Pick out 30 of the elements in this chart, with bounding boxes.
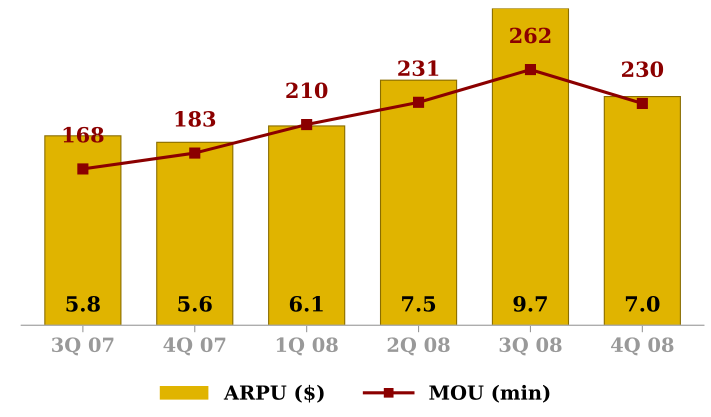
data-label: 5.6 [178, 296, 212, 312]
data-label: 9.7 [513, 296, 547, 312]
bar [604, 96, 681, 326]
data-label: 262 [510, 28, 550, 44]
x-tick-label: 4Q 07 [163, 337, 226, 356]
bar [492, 8, 570, 326]
bar [380, 80, 458, 326]
point [413, 96, 424, 108]
bar [156, 142, 234, 326]
point [301, 118, 312, 130]
bar [268, 125, 346, 326]
data-label: 183 [176, 111, 216, 127]
point [77, 163, 88, 174]
x-tick-label: 3Q 07 [52, 337, 114, 356]
x-tick-label: 4Q 08 [611, 337, 674, 356]
x-tick-label: 3Q 08 [500, 337, 562, 356]
legend-label: MOU (min) [429, 384, 550, 403]
x-tick-label: 2Q 08 [388, 337, 450, 356]
data-label: 210 [286, 82, 328, 98]
point [524, 64, 536, 76]
data-label: 7.0 [626, 296, 660, 312]
data-label: 5.8 [66, 296, 100, 312]
data-label: 231 [398, 60, 438, 76]
data-label: 7.5 [402, 296, 436, 312]
point [636, 98, 648, 109]
data-label: 230 [622, 61, 664, 78]
legend-label: ARPU ($) [224, 384, 324, 403]
point [189, 148, 200, 159]
data-label: 6.1 [290, 296, 323, 312]
x-tick-label: 1Q 08 [276, 337, 338, 356]
